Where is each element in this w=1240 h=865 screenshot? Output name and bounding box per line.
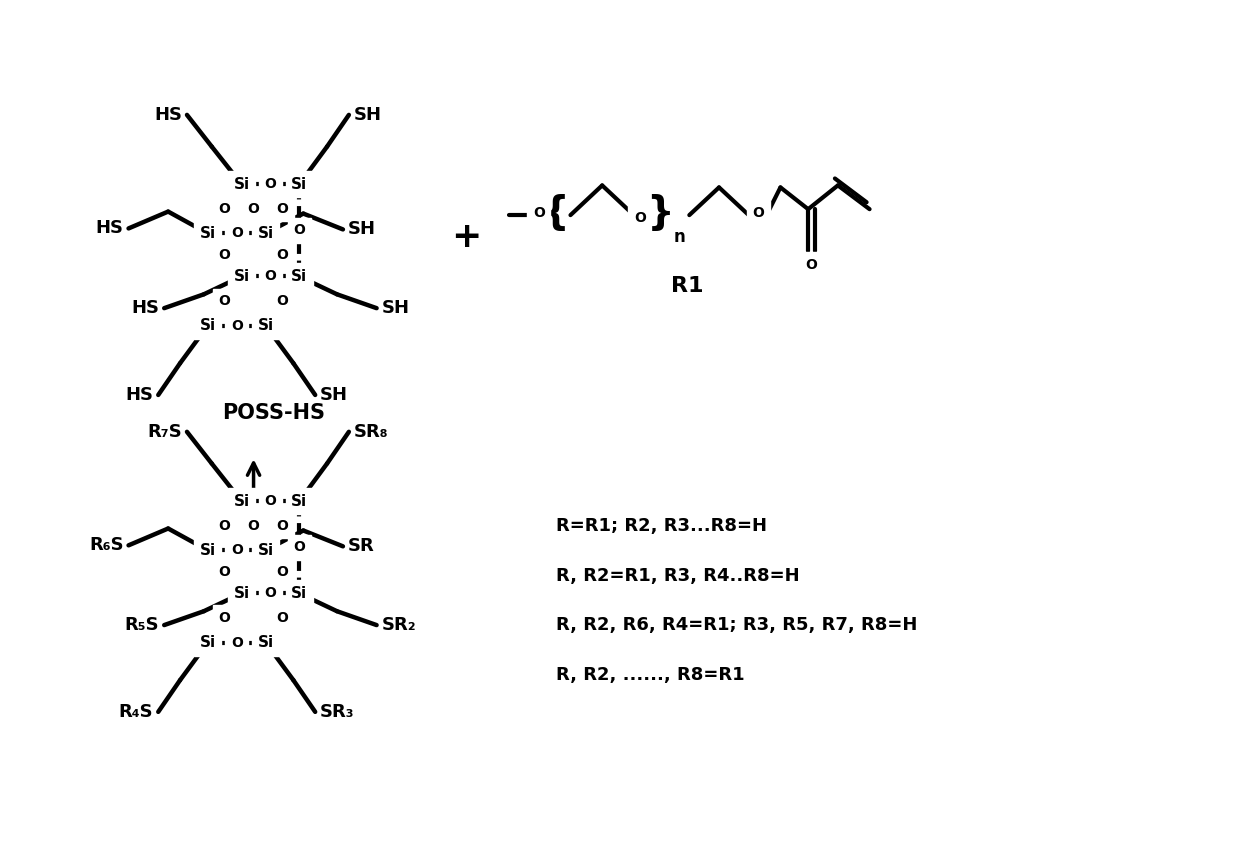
Text: O: O [277, 294, 289, 308]
Text: Si: Si [233, 269, 249, 284]
Text: O: O [231, 227, 243, 240]
Text: O: O [248, 519, 259, 533]
Text: O: O [277, 202, 289, 215]
Text: Si: Si [233, 494, 249, 509]
Text: O: O [218, 611, 231, 625]
Text: SH: SH [353, 106, 382, 124]
Text: Si: Si [291, 586, 308, 601]
Text: O: O [277, 611, 289, 625]
Text: Si: Si [258, 318, 274, 333]
Text: O: O [231, 636, 243, 650]
Text: Si: Si [233, 586, 249, 601]
Text: R₅S: R₅S [124, 616, 159, 634]
Text: Si: Si [291, 176, 308, 192]
Text: +: + [451, 220, 481, 254]
Text: SH: SH [348, 221, 376, 239]
Text: O: O [248, 202, 259, 215]
Text: R=R1; R2, R3...R8=H: R=R1; R2, R3...R8=H [556, 517, 766, 535]
Text: O: O [533, 206, 544, 220]
Text: O: O [294, 223, 305, 237]
Text: R₄S: R₄S [119, 703, 154, 721]
Text: O: O [634, 211, 646, 225]
Text: O: O [264, 586, 277, 600]
Text: O: O [294, 541, 305, 554]
Text: O: O [264, 177, 277, 191]
Text: Si: Si [233, 176, 249, 192]
Text: n: n [673, 227, 686, 246]
Text: SR₈: SR₈ [353, 423, 388, 441]
Text: O: O [231, 318, 243, 333]
Text: SR₂: SR₂ [382, 616, 417, 634]
Text: O: O [218, 248, 231, 262]
Text: Si: Si [258, 543, 274, 558]
Text: Si: Si [200, 226, 216, 240]
Text: R₆S: R₆S [89, 536, 124, 554]
Text: SR₃: SR₃ [320, 703, 355, 721]
Text: R, R2, R6, R4=R1; R3, R5, R7, R8=H: R, R2, R6, R4=R1; R3, R5, R7, R8=H [556, 616, 918, 634]
Text: HS: HS [95, 220, 124, 237]
Text: O: O [231, 543, 243, 557]
Text: HS: HS [154, 106, 182, 124]
Text: Si: Si [200, 635, 216, 650]
Text: HS: HS [131, 299, 159, 317]
Text: O: O [277, 565, 289, 579]
Text: O: O [218, 294, 231, 308]
Text: O: O [264, 494, 277, 508]
Text: O: O [805, 258, 817, 272]
Text: SH: SH [320, 386, 348, 404]
Text: O: O [218, 202, 231, 215]
Text: Si: Si [258, 226, 274, 240]
Text: Si: Si [200, 318, 216, 333]
Text: R, R2, ......, R8=R1: R, R2, ......, R8=R1 [556, 666, 744, 683]
Text: O: O [277, 519, 289, 533]
Text: SR: SR [348, 537, 374, 555]
Text: Si: Si [200, 543, 216, 558]
Text: R, R2=R1, R3, R4..R8=H: R, R2=R1, R3, R4..R8=H [556, 567, 800, 585]
Text: Si: Si [291, 269, 308, 284]
Text: O: O [264, 270, 277, 284]
Text: O: O [277, 248, 289, 262]
Text: POSS-HS: POSS-HS [222, 403, 325, 423]
Text: }: } [646, 194, 673, 232]
Text: SH: SH [382, 299, 409, 317]
Text: R₇S: R₇S [148, 423, 182, 441]
Text: O: O [753, 206, 765, 220]
Text: Si: Si [291, 494, 308, 509]
Text: Si: Si [258, 635, 274, 650]
Text: R1: R1 [671, 277, 703, 297]
Text: O: O [218, 565, 231, 579]
Text: HS: HS [125, 386, 154, 404]
Text: {: { [541, 194, 568, 232]
Text: O: O [218, 519, 231, 533]
